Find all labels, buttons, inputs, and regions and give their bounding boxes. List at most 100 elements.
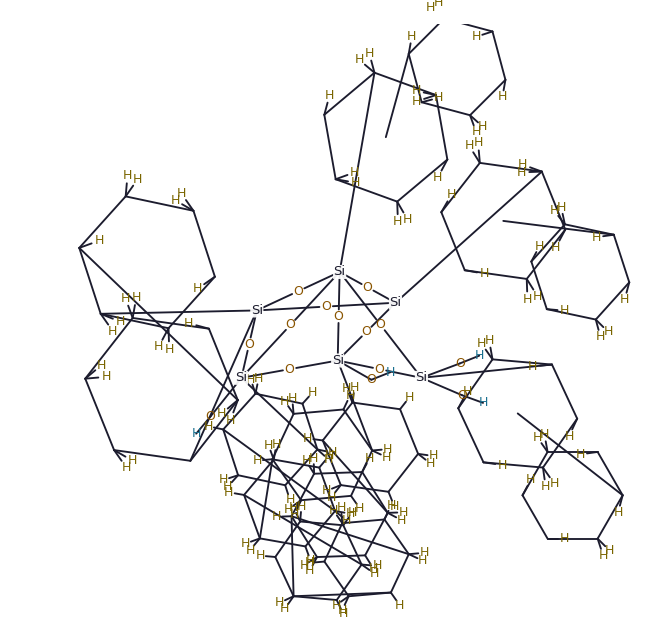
- Text: H: H: [224, 486, 234, 499]
- Text: H: H: [217, 407, 226, 420]
- Text: H: H: [218, 473, 228, 487]
- Text: H: H: [280, 395, 290, 408]
- Text: H: H: [115, 315, 125, 328]
- Text: H: H: [428, 449, 438, 463]
- Text: H: H: [264, 439, 273, 452]
- Text: H: H: [477, 337, 486, 350]
- Text: H: H: [364, 47, 374, 59]
- Text: H: H: [533, 431, 543, 444]
- Text: H: H: [407, 30, 416, 44]
- Text: O: O: [376, 319, 385, 331]
- Text: H: H: [289, 501, 298, 514]
- Text: H: H: [288, 392, 297, 405]
- Text: H: H: [405, 391, 414, 404]
- Text: H: H: [535, 240, 544, 253]
- Text: O: O: [284, 363, 294, 375]
- Text: H: H: [528, 360, 537, 373]
- Text: H: H: [164, 343, 174, 356]
- Text: H: H: [246, 544, 255, 557]
- Text: Si: Si: [333, 265, 346, 279]
- Text: H: H: [434, 0, 443, 9]
- Text: H: H: [614, 506, 623, 518]
- Text: H: H: [339, 607, 348, 621]
- Text: H: H: [498, 459, 508, 471]
- Text: H: H: [246, 372, 255, 386]
- Text: H: H: [183, 317, 193, 330]
- Text: H: H: [475, 349, 484, 362]
- Text: H: H: [285, 494, 294, 506]
- Text: H: H: [322, 484, 331, 497]
- Text: O: O: [244, 337, 254, 351]
- Text: H: H: [389, 499, 399, 513]
- Text: H: H: [434, 91, 443, 104]
- Text: H: H: [381, 451, 391, 463]
- Text: H: H: [328, 446, 337, 459]
- Text: H: H: [123, 169, 132, 182]
- Text: H: H: [412, 95, 422, 108]
- Text: O: O: [457, 389, 467, 402]
- Text: H: H: [297, 500, 306, 513]
- Text: H: H: [121, 291, 130, 305]
- Text: H: H: [465, 139, 474, 152]
- Text: H: H: [541, 480, 550, 493]
- Text: H: H: [426, 1, 436, 14]
- Text: H: H: [102, 370, 111, 384]
- Text: H: H: [603, 325, 612, 338]
- Text: H: H: [337, 604, 347, 617]
- Text: H: H: [620, 293, 630, 306]
- Text: H: H: [576, 448, 585, 461]
- Text: H: H: [354, 53, 364, 66]
- Text: H: H: [347, 506, 357, 519]
- Text: H: H: [386, 365, 395, 379]
- Text: H: H: [128, 454, 137, 467]
- Text: H: H: [369, 562, 378, 575]
- Text: H: H: [560, 532, 570, 545]
- Text: H: H: [271, 510, 280, 523]
- Text: H: H: [252, 454, 262, 467]
- Text: H: H: [325, 449, 334, 462]
- Text: H: H: [255, 549, 265, 562]
- Text: H: H: [345, 389, 354, 402]
- Text: H: H: [526, 473, 535, 487]
- Text: H: H: [386, 499, 396, 512]
- Text: H: H: [303, 432, 312, 445]
- Text: H: H: [478, 120, 488, 133]
- Text: H: H: [331, 599, 341, 612]
- Text: H: H: [290, 507, 300, 521]
- Text: H: H: [191, 427, 201, 440]
- Text: O: O: [455, 357, 465, 370]
- Text: H: H: [372, 559, 381, 573]
- Text: H: H: [447, 188, 456, 201]
- Text: H: H: [599, 549, 608, 562]
- Text: H: H: [342, 514, 352, 528]
- Text: O: O: [206, 410, 216, 423]
- Text: H: H: [595, 330, 605, 343]
- Text: H: H: [170, 193, 180, 207]
- Text: O: O: [375, 363, 385, 375]
- Text: H: H: [478, 396, 488, 410]
- Text: H: H: [533, 289, 542, 303]
- Text: Si: Si: [331, 354, 344, 367]
- Text: H: H: [426, 457, 435, 470]
- Text: H: H: [550, 204, 559, 217]
- Text: H: H: [403, 212, 412, 226]
- Text: H: H: [551, 241, 560, 254]
- Text: H: H: [284, 502, 293, 516]
- Text: O: O: [362, 325, 372, 338]
- Text: H: H: [540, 428, 549, 441]
- Text: H: H: [471, 125, 480, 138]
- Text: O: O: [362, 281, 372, 294]
- Text: H: H: [560, 304, 569, 317]
- Text: H: H: [399, 506, 408, 519]
- Text: H: H: [420, 546, 429, 559]
- Text: Si: Si: [389, 296, 401, 309]
- Text: O: O: [366, 374, 376, 386]
- Text: H: H: [342, 382, 351, 395]
- Text: O: O: [334, 310, 344, 323]
- Text: H: H: [556, 201, 566, 214]
- Text: H: H: [131, 291, 141, 303]
- Text: H: H: [304, 556, 313, 569]
- Text: H: H: [397, 514, 406, 526]
- Text: H: H: [329, 504, 338, 517]
- Text: H: H: [154, 341, 163, 353]
